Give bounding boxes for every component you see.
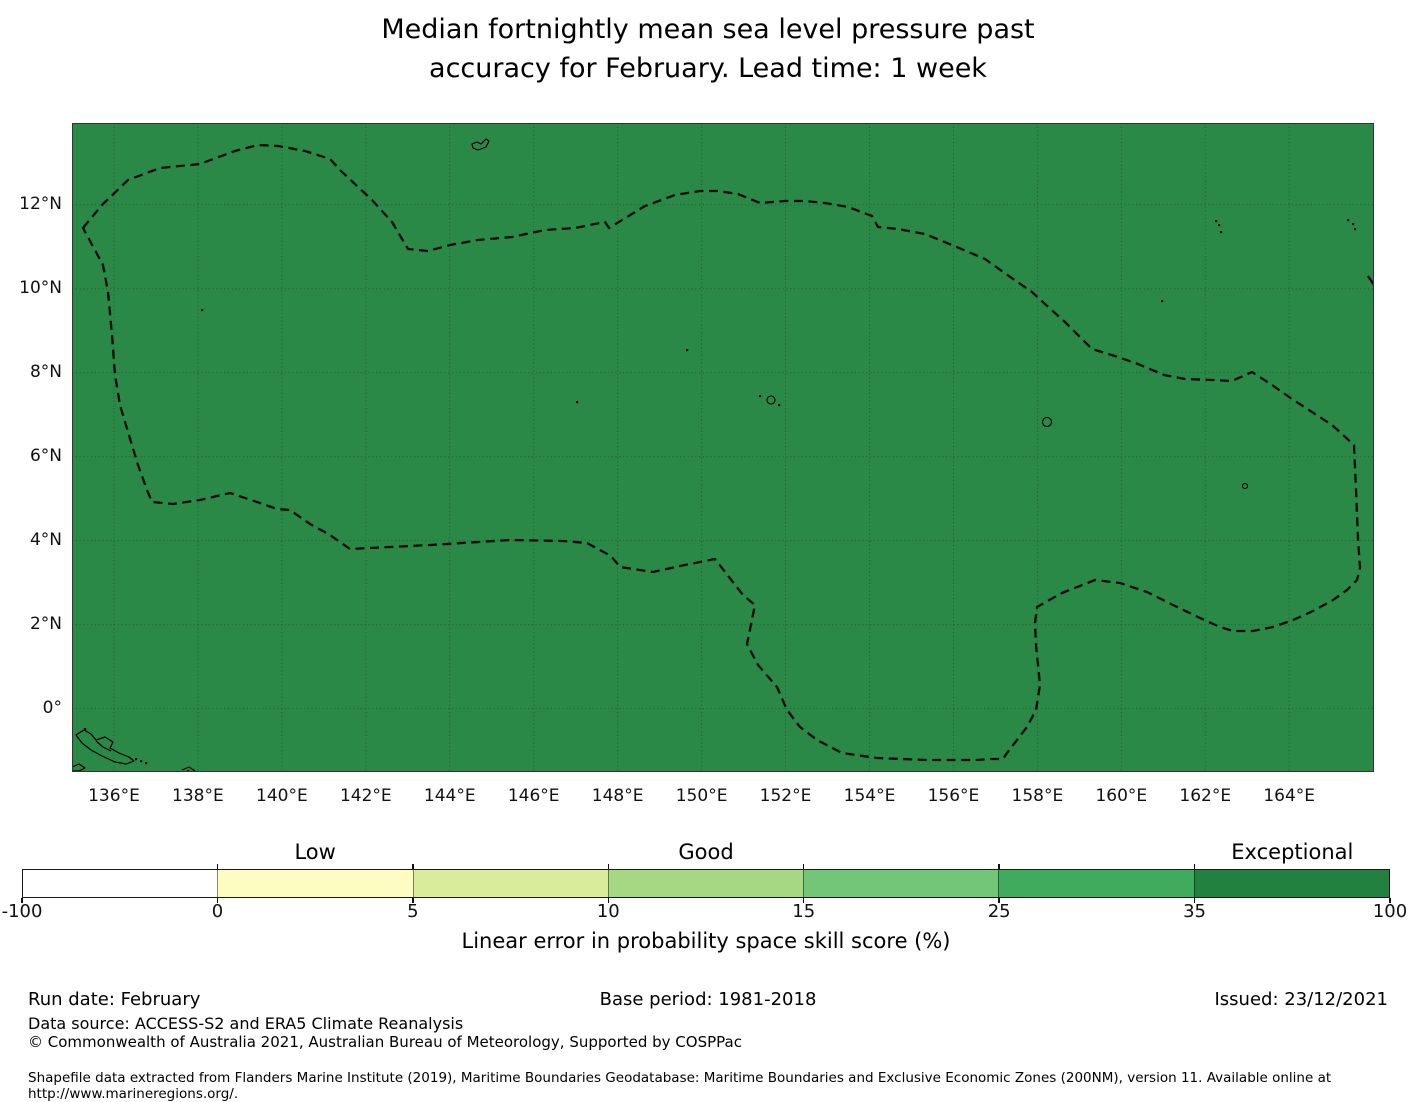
colorbar-segment bbox=[1193, 870, 1389, 897]
island-atoll-outline bbox=[766, 395, 776, 405]
x-tick-label: 146°E bbox=[507, 786, 560, 806]
island-coastline bbox=[95, 740, 112, 752]
x-tick-label: 164°E bbox=[1263, 786, 1316, 806]
island-dot bbox=[1352, 223, 1355, 226]
island-coastline bbox=[181, 766, 196, 772]
x-tick-label: 150°E bbox=[675, 786, 728, 806]
colorbar-axis-label: Linear error in probability space skill … bbox=[461, 929, 951, 953]
island-atoll-outline bbox=[1241, 482, 1249, 490]
x-tick-label: 162°E bbox=[1179, 786, 1232, 806]
island-dot bbox=[1354, 228, 1357, 231]
island-coastline bbox=[471, 138, 490, 151]
ocean-fill bbox=[72, 123, 1374, 772]
colorbar-top-tick-mark bbox=[412, 864, 414, 869]
island-dot bbox=[1218, 224, 1221, 227]
colorbar-segment bbox=[217, 870, 413, 897]
colorbar-top-tick-mark bbox=[803, 864, 805, 869]
colorbar-tick-mark bbox=[607, 898, 609, 903]
colorbar-tick-label: 15 bbox=[792, 901, 816, 922]
colorbar-top-tick-mark bbox=[998, 864, 1000, 869]
island-dot bbox=[1215, 220, 1218, 223]
footer-shapefile-note: Shapefile data extracted from Flanders M… bbox=[28, 1070, 1332, 1102]
island-dot bbox=[1347, 219, 1350, 222]
colorbar-tick-label: -100 bbox=[1, 901, 43, 922]
island-dot bbox=[84, 728, 87, 731]
island-dot bbox=[140, 760, 143, 763]
colorbar-tick-mark bbox=[1389, 898, 1391, 903]
map-canvas bbox=[71, 123, 1375, 773]
island-dot bbox=[1161, 300, 1164, 303]
colorbar-tick-mark bbox=[803, 898, 805, 903]
colorbar-tick-mark bbox=[998, 898, 1000, 903]
x-tick-label: 138°E bbox=[172, 786, 224, 806]
colorbar-region-label: Exceptional bbox=[1231, 840, 1354, 864]
colorbar-tick-label: 35 bbox=[1183, 901, 1207, 922]
island-dot bbox=[201, 309, 204, 312]
colorbar-segment bbox=[607, 870, 804, 897]
colorbar-tick-mark bbox=[21, 898, 23, 903]
page-title: Median fortnightly mean sea level pressu… bbox=[0, 10, 1416, 88]
footer-run-date: Run date: February bbox=[28, 989, 201, 1010]
y-tick-label: 0° bbox=[42, 697, 62, 718]
y-tick-label: 2°N bbox=[29, 613, 62, 634]
y-tick-label: 12°N bbox=[19, 193, 62, 214]
colorbar-segment bbox=[803, 870, 999, 897]
x-tick-label: 158°E bbox=[1011, 786, 1064, 806]
x-tick-label: 154°E bbox=[843, 786, 896, 806]
x-tick-label: 140°E bbox=[256, 786, 308, 806]
y-tick-label: 8°N bbox=[29, 361, 62, 382]
colorbar-tick-mark bbox=[412, 898, 414, 903]
x-tick-label: 144°E bbox=[423, 786, 476, 806]
page-title-line1: Median fortnightly mean sea level pressu… bbox=[381, 14, 1035, 45]
footer-copyright: © Commonwealth of Australia 2021, Austra… bbox=[28, 1033, 742, 1051]
x-tick-label: 152°E bbox=[759, 786, 812, 806]
colorbar-tick-label: 5 bbox=[407, 901, 419, 922]
colorbar-tick-label: 10 bbox=[596, 901, 620, 922]
page-title-line2: accuracy for February. Lead time: 1 week bbox=[429, 53, 987, 84]
island-coastline bbox=[75, 729, 135, 765]
colorbar-segment bbox=[23, 870, 218, 897]
footer-base-period: Base period: 1981-2018 bbox=[599, 989, 817, 1010]
island-dot bbox=[135, 758, 138, 761]
colorbar-region-label: Good bbox=[678, 840, 734, 864]
island-dot bbox=[576, 401, 579, 404]
colorbar-top-tick-mark bbox=[607, 864, 609, 869]
island-dot bbox=[759, 395, 762, 398]
axes-frame bbox=[72, 123, 1374, 772]
island-dot bbox=[1220, 231, 1223, 234]
footer-issued-date: Issued: 23/12/2021 bbox=[1214, 989, 1388, 1010]
x-tick-label: 160°E bbox=[1095, 786, 1148, 806]
island-dot bbox=[145, 762, 148, 765]
footer-data-source: Data source: ACCESS-S2 and ERA5 Climate … bbox=[28, 1014, 464, 1033]
colorbar-top-tick-mark bbox=[216, 864, 219, 869]
colorbar-segment bbox=[412, 870, 608, 897]
x-tick-label: 136°E bbox=[88, 786, 140, 806]
colorbar bbox=[22, 869, 1390, 898]
eez-boundary bbox=[81, 143, 1362, 762]
x-tick-label: 156°E bbox=[927, 786, 980, 806]
x-tick-label: 142°E bbox=[339, 786, 392, 806]
colorbar-top-tick-mark bbox=[1193, 864, 1196, 869]
y-tick-label: 4°N bbox=[29, 529, 62, 550]
colorbar-region-label: Low bbox=[294, 840, 336, 864]
colorbar-tick-label: 0 bbox=[211, 901, 224, 922]
map-plot bbox=[71, 123, 1375, 773]
y-tick-label: 10°N bbox=[19, 277, 62, 298]
y-tick-label: 6°N bbox=[29, 445, 62, 466]
x-tick-label: 148°E bbox=[591, 786, 644, 806]
colorbar-tick-mark bbox=[1193, 898, 1196, 903]
colorbar-segment bbox=[998, 870, 1194, 897]
colorbar-tick-label: 100 bbox=[1372, 901, 1408, 922]
colorbar-tick-label: 25 bbox=[987, 901, 1011, 922]
colorbar-tick-mark bbox=[216, 898, 219, 903]
island-dot bbox=[778, 404, 781, 407]
island-atoll-outline bbox=[1041, 416, 1053, 428]
island-dot bbox=[686, 349, 689, 352]
